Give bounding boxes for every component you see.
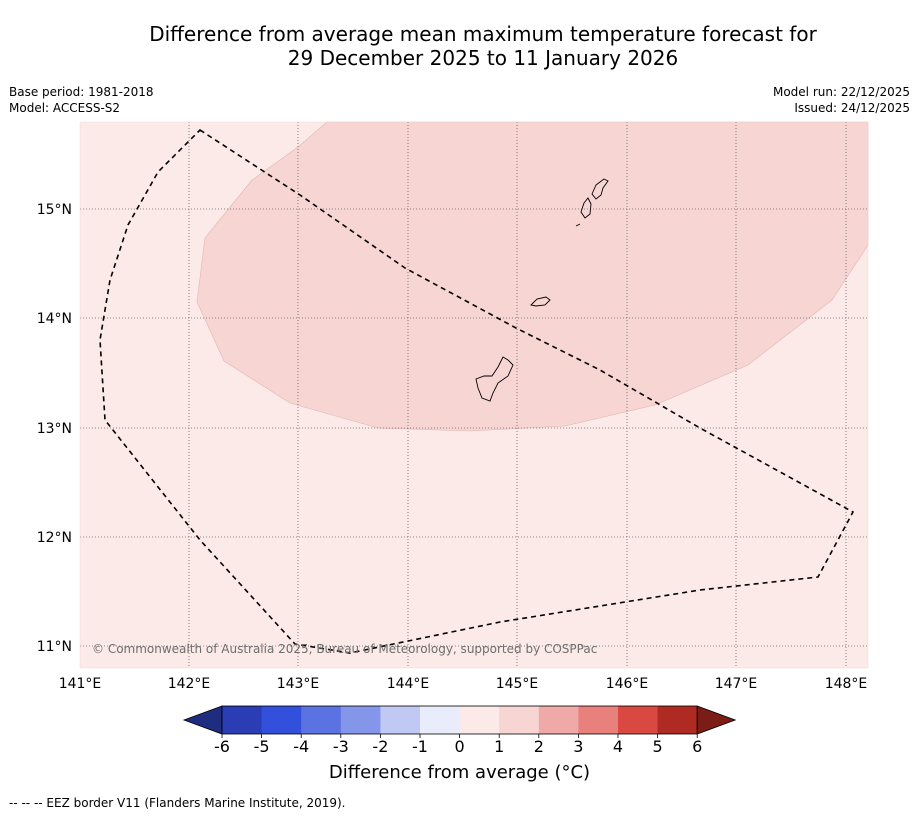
lon-label-147: 147°E: [715, 676, 758, 692]
colorbar: -6 -5 -4 -3 -2 -1 0 1 2 3 4 5 6: [182, 705, 737, 756]
colorbar-tick-label: 2: [534, 737, 544, 756]
island-aguijan: [575, 223, 581, 227]
lat-label-11: 11°N: [37, 639, 72, 655]
model-run: Model run: 22/12/2025: [772, 85, 910, 99]
longitude-labels: 141°E 142°E 143°E 144°E 145°E 146°E 147°…: [59, 676, 868, 692]
colorbar-segment: [459, 706, 500, 734]
lon-label-148: 148°E: [825, 676, 868, 692]
base-period: Base period: 1981-2018: [9, 85, 154, 99]
colorbar-segment: [657, 706, 698, 734]
lon-label-146: 146°E: [606, 676, 649, 692]
colorbar-tick-label: 0: [455, 737, 465, 756]
lat-label-15: 15°N: [37, 202, 72, 218]
lon-label-143: 143°E: [277, 676, 320, 692]
colorbar-segment: [538, 706, 579, 734]
lat-label-13: 13°N: [37, 421, 72, 437]
colorbar-tick-label: -2: [372, 737, 388, 756]
lon-label-141: 141°E: [59, 676, 102, 692]
colorbar-extend-high: [696, 705, 737, 735]
colorbar-tick-label: -3: [333, 737, 349, 756]
lat-label-14: 14°N: [37, 311, 72, 327]
title-line-2: 29 December 2025 to 11 January 2026: [287, 46, 679, 70]
island-tinian: [580, 197, 592, 219]
map-frame: [79, 121, 869, 669]
colorbar-tick-label: -4: [293, 737, 309, 756]
lat-label-12: 12°N: [37, 530, 72, 546]
latitude-labels: 15°N 14°N 13°N 12°N 11°N: [37, 202, 72, 655]
colorbar-tick-label: 5: [653, 737, 663, 756]
colorbar-tick-label: 3: [573, 737, 583, 756]
colorbar-segment: [340, 706, 381, 734]
islands: [475, 178, 609, 402]
map-title: Difference from average mean maximum tem…: [40, 22, 919, 70]
colorbar-segment: [301, 706, 342, 734]
colorbar-segment: [499, 706, 540, 734]
meta-right: Model run: 22/12/2025 Issued: 24/12/2025: [773, 84, 910, 116]
colorbar-segment: [618, 706, 659, 734]
island-saipan: [591, 178, 609, 200]
colorbar-tick-label: 1: [494, 737, 504, 756]
copyright-notice: © Commonwealth of Australia 2025, Bureau…: [92, 642, 597, 656]
title-line-1: Difference from average mean maximum tem…: [149, 22, 817, 46]
model-name: Model: ACCESS-S2: [9, 101, 121, 115]
meta-left: Base period: 1981-2018 Model: ACCESS-S2: [9, 84, 154, 116]
anomaly-region-1-to-2: [196, 121, 869, 432]
colorbar-extend-low: [182, 705, 223, 735]
colorbar-segment: [578, 706, 619, 734]
colorbar-tick-label: -1: [412, 737, 428, 756]
colorbar-segment: [222, 706, 263, 734]
eez-border: [99, 128, 855, 654]
island-rota: [530, 296, 551, 307]
colorbar-segment: [380, 706, 421, 734]
colorbar-tick-label: 6: [692, 737, 702, 756]
colorbar-tick-label: 4: [613, 737, 623, 756]
eez-footnote: -- -- -- EEZ border V11 (Flanders Marine…: [9, 796, 346, 810]
colorbar-tick-label: -5: [254, 737, 270, 756]
lon-label-142: 142°E: [168, 676, 211, 692]
colorbar-title: Difference from average (°C): [328, 762, 591, 783]
colorbar-segment: [261, 706, 302, 734]
colorbar-segment: [420, 706, 461, 734]
lon-label-145: 145°E: [496, 676, 539, 692]
island-guam: [475, 356, 514, 402]
graticule: [80, 122, 868, 668]
colorbar-tick-label: -6: [214, 737, 230, 756]
lon-label-144: 144°E: [387, 676, 430, 692]
issued-date: Issued: 24/12/2025: [794, 101, 910, 115]
